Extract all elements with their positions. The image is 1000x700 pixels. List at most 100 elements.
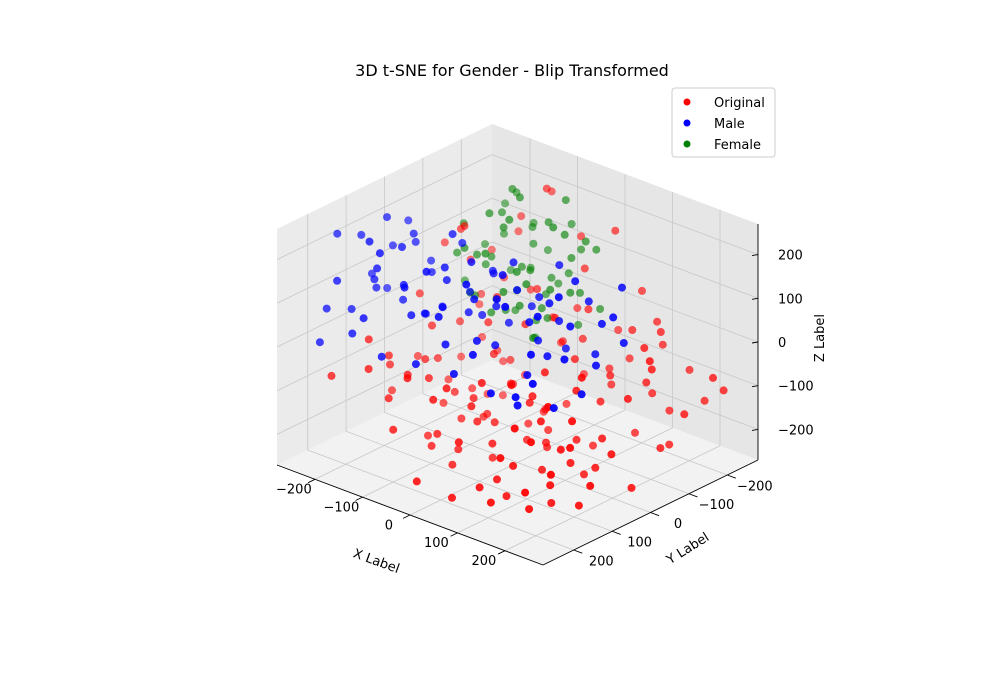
point-male [409,229,418,238]
point-original [525,398,534,407]
point-female [547,273,556,282]
point-male [504,318,513,327]
y-tick-label: 100 [627,536,652,551]
point-male [373,264,382,273]
point-male [591,350,600,359]
grid-line [307,449,574,551]
point-original [487,245,496,254]
point-male [458,239,467,247]
grid-line [461,374,728,476]
point-original [384,351,393,360]
point-original [496,454,505,463]
point-female [564,269,573,278]
point-male [404,216,413,225]
point-original [558,337,567,346]
point-original [605,364,614,373]
point-original [439,398,448,407]
y-tick [688,493,698,498]
point-male [555,261,564,270]
point-female [481,249,490,258]
point-male [347,305,356,313]
point-original [502,492,511,501]
point-original [457,414,466,423]
point-male [561,344,570,353]
point-original [517,212,526,221]
point-original [364,335,373,344]
point-original [442,384,451,393]
point-female [515,193,524,202]
point-female [554,279,563,288]
point-female [499,223,508,232]
point-original [433,429,442,438]
point-original [546,470,555,479]
point-male [472,336,481,345]
point-male [466,287,474,296]
point-original [498,391,507,400]
point-original [424,431,432,440]
legend-label-female: Female [714,138,761,153]
point-original [488,439,497,448]
point-female [544,218,553,227]
point-original [475,300,484,309]
point-male [533,312,542,321]
y-tick-label: −100 [699,498,735,513]
x-tick [307,478,316,484]
grid-line [276,285,493,392]
point-original [384,394,393,403]
point-original [415,289,424,298]
point-male [375,249,384,258]
point-original [540,368,549,377]
point-male [442,276,451,285]
legend-marker-male [683,119,691,127]
legend-label-original: Original [714,96,765,111]
point-original [589,441,597,450]
point-male [448,230,457,239]
point-male [464,308,473,317]
x-tick-label: −200 [276,483,312,498]
point-male [467,258,476,267]
legend-label-male: Male [714,117,745,132]
z-axis-label: Z Label [813,314,828,362]
point-original [631,428,639,437]
point-female [505,215,514,224]
point-original [526,285,535,294]
point-original [614,326,623,334]
point-original [538,465,546,474]
point-female [508,185,517,193]
z-tick [751,341,759,344]
grid-line [276,154,493,260]
point-female [543,246,552,255]
point-male [523,371,532,380]
point-female [498,208,506,217]
point-original [488,453,497,462]
point-female [485,209,494,218]
point-female [567,220,576,228]
y-tick-label: 0 [674,517,682,532]
grid-line [422,393,690,495]
point-male [315,338,324,347]
point-male [383,284,392,292]
point-male [555,317,564,325]
point-original [642,378,651,387]
point-female [512,267,521,276]
point-female [499,288,508,296]
x-tick-label: 200 [471,554,496,569]
point-original [665,406,674,415]
point-male [501,302,510,311]
x-tick-label: −100 [324,500,360,515]
point-original [493,475,501,484]
point-original [454,438,463,447]
point-original [584,305,593,314]
point-original [509,461,518,470]
point-female [506,266,515,274]
point-original [483,409,492,418]
point-original [586,481,595,490]
point-male [468,350,477,359]
z-tick-label: 200 [778,249,803,264]
point-female [526,266,535,275]
point-original [507,381,516,390]
point-original [573,304,582,313]
point-original [627,483,636,492]
point-male [470,295,479,304]
point-original [468,384,477,393]
